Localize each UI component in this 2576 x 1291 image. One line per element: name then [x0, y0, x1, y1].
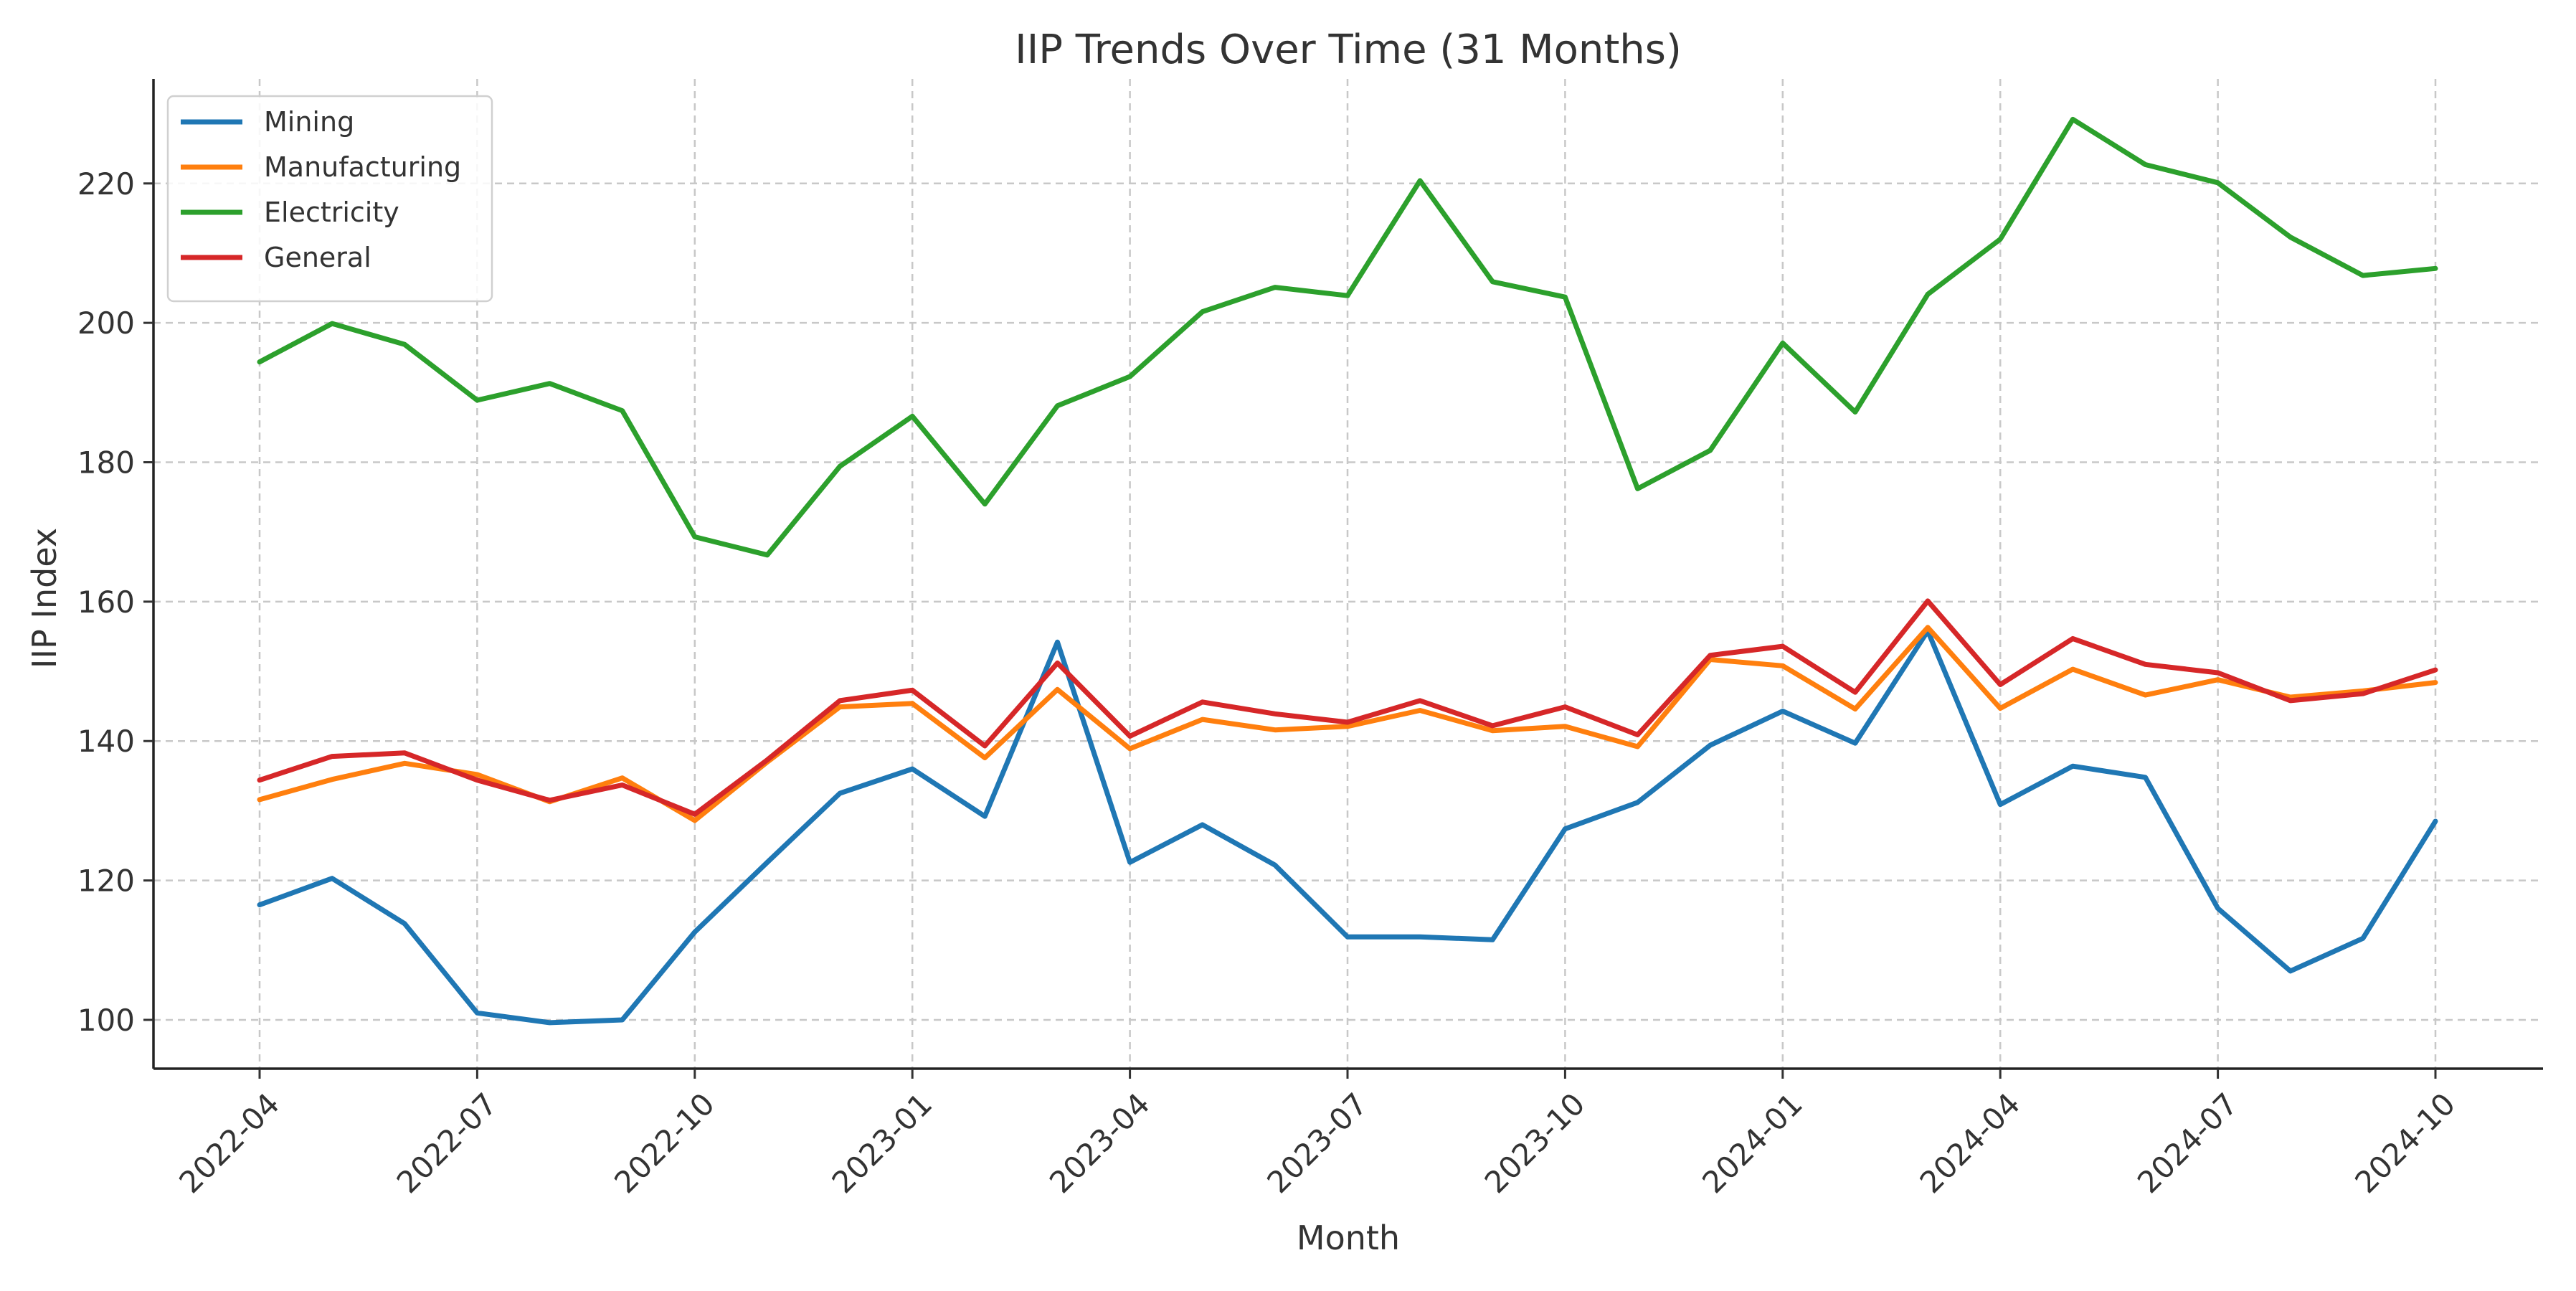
- y-tick-label: 140: [77, 724, 135, 759]
- y-axis-label: IIP Index: [25, 528, 64, 668]
- y-tick-label: 120: [77, 864, 135, 899]
- legend-label-electricity: Electricity: [264, 197, 399, 228]
- legend: Mining Manufacturing Electricity General: [166, 95, 493, 303]
- legend-label-mining: Mining: [264, 106, 354, 138]
- y-tick-label: 100: [77, 1003, 135, 1038]
- grid: [153, 79, 2543, 1069]
- legend-label-manufacturing: Manufacturing: [264, 151, 461, 183]
- series-line-electricity: [257, 116, 2438, 558]
- series-line-mining: [257, 628, 2438, 1026]
- series-line-manufacturing: [257, 625, 2438, 823]
- y-tick-label: 200: [77, 306, 135, 341]
- legend-box: [166, 95, 493, 303]
- series-lines: [257, 116, 2438, 1026]
- x-axis-label: Month: [1297, 1219, 1400, 1257]
- chart-title: IIP Trends Over Time (31 Months): [1015, 27, 1682, 73]
- legend-label-general: General: [264, 242, 371, 273]
- series-line-general: [257, 598, 2438, 817]
- y-tick-label: 220: [77, 166, 135, 202]
- y-tick-label: 160: [77, 585, 135, 620]
- y-tick-label: 180: [77, 445, 135, 481]
